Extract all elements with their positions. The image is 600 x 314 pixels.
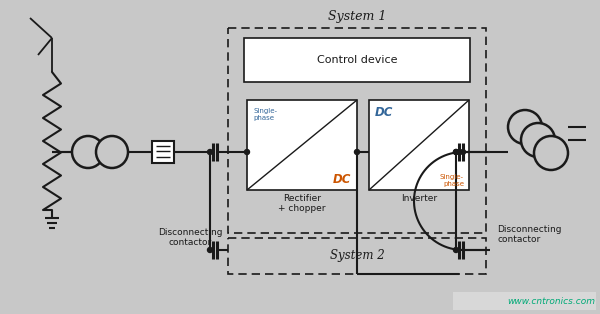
FancyBboxPatch shape xyxy=(244,38,470,82)
Text: Single-
phase: Single- phase xyxy=(440,174,464,187)
FancyBboxPatch shape xyxy=(453,292,596,310)
Circle shape xyxy=(454,149,458,154)
Text: DC: DC xyxy=(332,173,351,186)
Circle shape xyxy=(454,149,458,154)
Text: Rectifier
+ chopper: Rectifier + chopper xyxy=(278,194,326,214)
Circle shape xyxy=(508,110,542,144)
Circle shape xyxy=(72,136,104,168)
Circle shape xyxy=(208,247,212,252)
Circle shape xyxy=(454,247,458,252)
Text: www.cntronics.com: www.cntronics.com xyxy=(507,296,595,306)
Text: Disconnecting
contactor: Disconnecting contactor xyxy=(497,225,562,244)
Text: DC: DC xyxy=(375,106,394,119)
Circle shape xyxy=(534,136,568,170)
FancyBboxPatch shape xyxy=(247,100,357,190)
Circle shape xyxy=(208,149,212,154)
FancyBboxPatch shape xyxy=(369,100,469,190)
FancyBboxPatch shape xyxy=(152,141,174,163)
Circle shape xyxy=(355,149,359,154)
Text: Inverter: Inverter xyxy=(401,194,437,203)
Text: Control device: Control device xyxy=(317,55,397,65)
Text: System 2: System 2 xyxy=(329,250,385,263)
Text: Disconnecting
contactor: Disconnecting contactor xyxy=(158,228,222,247)
Circle shape xyxy=(521,123,555,157)
Text: Single-
phase: Single- phase xyxy=(253,108,277,121)
Circle shape xyxy=(245,149,250,154)
Circle shape xyxy=(461,149,466,154)
Circle shape xyxy=(96,136,128,168)
Text: System 1: System 1 xyxy=(328,10,386,23)
